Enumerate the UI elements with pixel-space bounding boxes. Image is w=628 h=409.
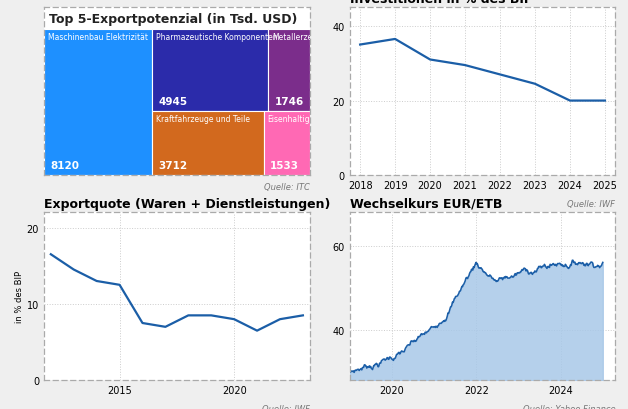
Text: Quelle: Yahoo Finance: Quelle: Yahoo Finance bbox=[523, 404, 615, 409]
Bar bbox=[151, 30, 269, 112]
Bar bbox=[264, 112, 310, 176]
Text: Metallerzeu...: Metallerzeu... bbox=[273, 33, 325, 42]
Text: Quelle: IWF: Quelle: IWF bbox=[262, 404, 310, 409]
Bar bbox=[44, 30, 151, 176]
Text: 3712: 3712 bbox=[158, 161, 187, 171]
Text: Pharmazeutische Komponenten: Pharmazeutische Komponenten bbox=[156, 33, 277, 42]
Bar bbox=[151, 112, 264, 176]
Text: Eisenhaltig...: Eisenhaltig... bbox=[268, 115, 317, 124]
Y-axis label: in % des BIP: in % des BIP bbox=[15, 270, 24, 323]
Text: 4945: 4945 bbox=[158, 97, 187, 107]
Text: 1746: 1746 bbox=[275, 97, 305, 107]
Text: Top 5-Exportpotenzial (in Tsd. USD): Top 5-Exportpotenzial (in Tsd. USD) bbox=[49, 13, 298, 25]
Text: 8120: 8120 bbox=[51, 161, 80, 171]
Bar bbox=[44, 8, 310, 30]
Text: Quelle: ITC: Quelle: ITC bbox=[264, 182, 310, 191]
Text: Maschinenbau Elektrizität: Maschinenbau Elektrizität bbox=[48, 33, 148, 42]
Text: Quelle: IWF: Quelle: IWF bbox=[568, 199, 615, 208]
Text: Exportquote (Waren + Dienstleistungen): Exportquote (Waren + Dienstleistungen) bbox=[44, 197, 330, 210]
Text: Investitionen in % des BIP: Investitionen in % des BIP bbox=[350, 0, 533, 6]
Text: Wechselkurs EUR/ETB: Wechselkurs EUR/ETB bbox=[350, 197, 502, 210]
Text: Kraftfahrzeuge und Teile: Kraftfahrzeuge und Teile bbox=[156, 115, 249, 124]
Bar bbox=[269, 30, 310, 112]
Text: 1533: 1533 bbox=[270, 161, 299, 171]
